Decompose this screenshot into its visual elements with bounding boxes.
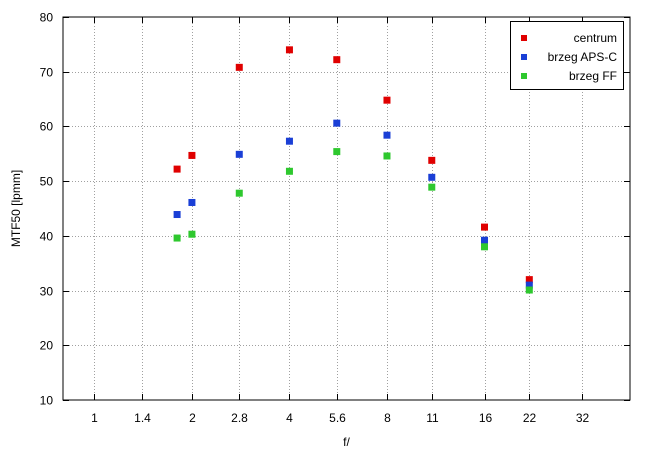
- data-point: [383, 131, 391, 139]
- x-tick-label: 32: [576, 411, 590, 425]
- data-point: [235, 63, 243, 71]
- x-tick-label: 2.8: [231, 411, 248, 425]
- y-tick-label: 80: [40, 11, 54, 25]
- y-axis-title: MTF50 [lpmm]: [9, 170, 23, 247]
- legend-label: brzeg APS-C: [548, 50, 618, 64]
- x-tick-label: 5.6: [329, 411, 346, 425]
- data-point: [285, 137, 293, 145]
- data-point: [235, 189, 243, 197]
- data-point: [333, 148, 341, 156]
- data-point: [481, 243, 488, 251]
- x-tick-label: 11: [426, 411, 439, 425]
- data-point: [173, 211, 181, 219]
- x-axis-title: f/: [343, 435, 350, 449]
- x-tick-label: 2: [189, 411, 196, 425]
- x-tick-label: 1: [91, 411, 98, 425]
- legend-label: centrum: [574, 31, 617, 45]
- x-tick-label: 16: [479, 411, 493, 425]
- data-point: [188, 151, 196, 159]
- legend-swatch: [521, 54, 527, 60]
- legend-label: brzeg FF: [569, 69, 617, 83]
- plot-frame: [62, 16, 631, 401]
- data-point: [525, 281, 533, 289]
- legend: centrum brzeg APS-C brzeg FF: [510, 21, 624, 90]
- y-tick-label: 70: [40, 66, 54, 80]
- data-point: [525, 286, 533, 294]
- x-tick-label: 1.4: [134, 411, 151, 425]
- data-point: [285, 46, 293, 54]
- axis-ticks: [63, 17, 630, 401]
- data-point: [173, 165, 181, 173]
- data-point: [285, 167, 293, 175]
- data-point: [428, 173, 436, 181]
- data-point: [525, 276, 533, 284]
- data-point: [188, 230, 196, 238]
- data-point: [481, 223, 488, 231]
- legend-box: [510, 21, 624, 90]
- data-point: [383, 96, 391, 104]
- x-tick-label: 22: [523, 411, 537, 425]
- data-point: [428, 183, 436, 191]
- data-points: [173, 46, 533, 294]
- legend-swatch: [521, 73, 527, 79]
- data-point: [188, 198, 196, 206]
- y-tick-label: 30: [40, 285, 54, 299]
- x-tick-label: 8: [384, 411, 391, 425]
- data-point: [235, 150, 243, 158]
- data-point: [383, 152, 391, 160]
- x-tick-label: 4: [286, 411, 293, 425]
- data-point: [333, 119, 341, 127]
- data-point: [333, 56, 341, 64]
- legend-swatch: [521, 35, 527, 41]
- y-tick-label: 40: [40, 230, 54, 244]
- data-point: [173, 234, 181, 242]
- axis-tick-labels: 10 20 30 40 50 60 70 80 1 1.4 2 2.8 4 5.6 8 11 16 22 32: [40, 11, 590, 426]
- y-tick-label: 60: [40, 120, 54, 134]
- y-tick-label: 10: [40, 394, 54, 408]
- y-tick-label: 50: [40, 175, 54, 189]
- data-point: [428, 156, 436, 164]
- data-point: [481, 236, 488, 244]
- y-tick-label: 20: [40, 339, 54, 353]
